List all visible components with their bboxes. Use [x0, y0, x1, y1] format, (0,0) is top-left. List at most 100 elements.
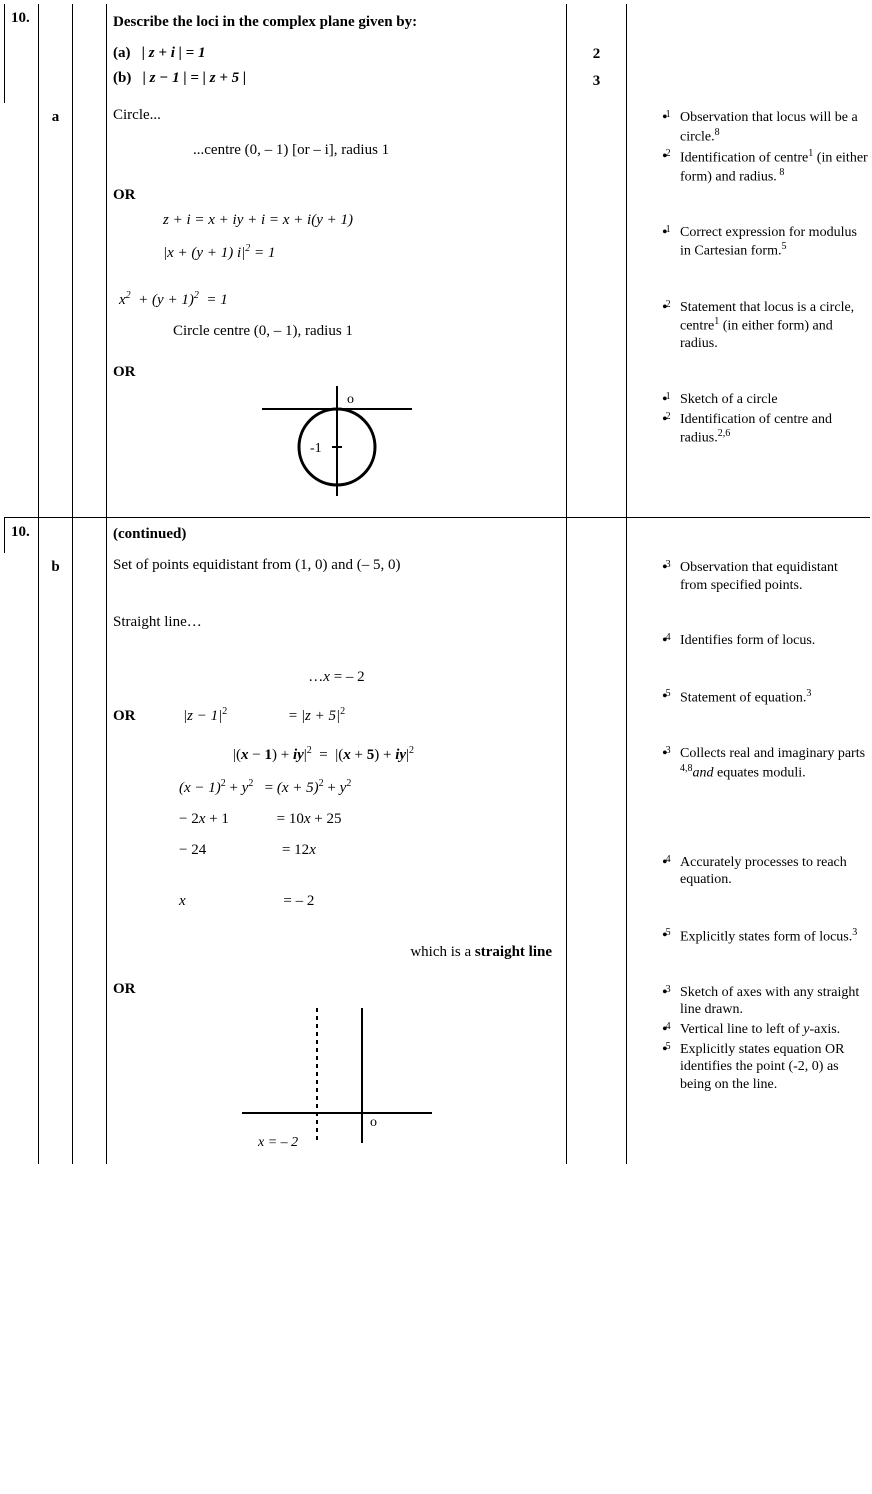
bullet-icon: 5	[662, 1041, 680, 1059]
bullet-icon: 2	[662, 299, 680, 317]
marking-note: 3Sketch of axes with any straight line d…	[662, 984, 868, 1019]
empty	[626, 103, 660, 517]
note-text: Correct expression for modulus in Cartes…	[680, 224, 868, 261]
marking-note: 1Sketch of a circle	[662, 391, 868, 409]
marking-note: 2Statement that locus is a circle, centr…	[662, 299, 868, 353]
note-text: Vertical line to left of y-axis.	[680, 1021, 868, 1039]
notes-a: 1Observation that locus will be a circle…	[660, 103, 870, 517]
notes-b: 3Observation that equidistant from speci…	[660, 553, 870, 1164]
part-a-eq: | z + i | = 1	[142, 45, 206, 61]
concl-bold: straight line	[475, 944, 552, 960]
empty	[626, 517, 660, 553]
concl-pre: which is a	[410, 944, 475, 960]
marking-grid: 10. Describe the loci in the complex pla…	[4, 4, 868, 1164]
empty	[566, 553, 626, 1164]
empty	[4, 103, 38, 517]
question-prompt: Describe the loci in the complex plane g…	[113, 8, 560, 31]
ans-b-line1: Set of points equidistant from (1, 0) an…	[113, 557, 560, 574]
part-a-marks: 2	[573, 46, 620, 63]
ans-a-alt1-3: x2 + (y + 1)2 = 1	[119, 290, 560, 309]
bullet-icon: 1	[662, 224, 680, 242]
marks-col: 2 3	[566, 4, 626, 103]
empty	[660, 517, 870, 553]
ans-b-conclusion: which is a straight line	[113, 944, 560, 961]
note-text: Observation that locus will be a circle.…	[680, 109, 868, 146]
note-text: Sketch of a circle	[680, 391, 868, 409]
ans-a-alt1-1: z + i = x + iy + i = x + i(y + 1)	[163, 212, 560, 229]
marking-note: 5Explicitly states form of locus.3	[662, 927, 868, 946]
marking-note: 5Explicitly states equation OR identifie…	[662, 1041, 868, 1094]
centre-label: -1	[310, 441, 322, 456]
empty	[626, 4, 660, 103]
part-b-marks: 3	[573, 73, 620, 90]
note-text: Observation that equidistant from specif…	[680, 559, 868, 594]
bullet-icon: 3	[662, 984, 680, 1002]
empty	[566, 103, 626, 517]
empty	[72, 553, 106, 1164]
marking-note: 2Identification of centre1 (in either fo…	[662, 148, 868, 186]
empty	[38, 517, 72, 553]
empty	[72, 103, 106, 517]
continued: (continued)	[106, 517, 566, 553]
note-text: Statement that locus is a circle, centre…	[680, 299, 868, 353]
bullet-icon: 4	[662, 632, 680, 650]
bullet-icon: 1	[662, 391, 680, 409]
origin-label: o	[347, 392, 354, 407]
empty	[72, 4, 106, 103]
part-a-label: (a)	[113, 45, 131, 61]
bullet-icon: 4	[662, 854, 680, 872]
ans-a-line2: ...centre (0, – 1) [or – i], radius 1	[193, 142, 560, 159]
line-sketch: o x = – 2	[222, 998, 452, 1148]
answer-b: Set of points equidistant from (1, 0) an…	[106, 553, 566, 1164]
note-text: Explicitly states equation OR identifies…	[680, 1041, 868, 1094]
note-text: Identification of centre and radius.2,6	[680, 411, 868, 448]
marking-note: 4Identifies form of locus.	[662, 632, 868, 650]
circle-sketch: o -1	[252, 381, 422, 501]
bullet-icon: 3	[662, 745, 680, 763]
marking-note: 1Correct expression for modulus in Carte…	[662, 224, 868, 261]
question-number-2: 10.	[4, 517, 38, 553]
bullet-icon: 5	[662, 927, 680, 945]
ans-a-alt1-2: |x + (y + 1) i|2 = 1	[163, 243, 560, 262]
bullet-icon: 2	[662, 411, 680, 429]
ans-a-line1: Circle...	[113, 107, 560, 124]
bullet-icon: 3	[662, 559, 680, 577]
svg-text:o: o	[370, 1115, 377, 1130]
answer-a: Circle... ...centre (0, – 1) [or – i], r…	[106, 103, 566, 517]
or-label-2: OR	[113, 364, 560, 381]
svg-text:x = – 2: x = – 2	[257, 1135, 298, 1148]
empty	[660, 4, 870, 103]
bullet-icon: 2	[662, 148, 680, 166]
question-body: Describe the loci in the complex plane g…	[106, 4, 566, 103]
bullet-icon: 5	[662, 688, 680, 706]
note-text: Sketch of axes with any straight line dr…	[680, 984, 868, 1019]
note-text: Collects real and imaginary parts 4,8and…	[680, 745, 868, 782]
marking-note: 5Statement of equation.3	[662, 688, 868, 707]
sub-b: b	[38, 553, 72, 1164]
note-text: Identification of centre1 (in either for…	[680, 148, 868, 186]
ans-b-line2: Straight line…	[113, 614, 560, 631]
part-b-label: (b)	[113, 70, 131, 86]
ans-a-alt1-4: Circle centre (0, – 1), radius 1	[173, 323, 560, 340]
ans-b-alt-line2: |(x − 1) + iy|2 = |(x + 5) + iy|2	[233, 745, 560, 764]
bullet-icon: 4	[662, 1021, 680, 1039]
bullet-icon: 1	[662, 109, 680, 127]
marking-note: 3Collects real and imaginary parts 4,8an…	[662, 745, 868, 782]
sub-a: a	[38, 103, 72, 517]
note-text: Statement of equation.3	[680, 688, 868, 707]
note-text: Explicitly states form of locus.3	[680, 927, 868, 946]
part-b-eq: | z − 1 | = | z + 5 |	[143, 70, 247, 86]
marking-note: 4Vertical line to left of y-axis.	[662, 1021, 868, 1039]
note-text: Identifies form of locus.	[680, 632, 868, 650]
empty	[626, 553, 660, 1164]
empty	[4, 553, 38, 1164]
empty	[72, 517, 106, 553]
or-label-4: OR	[113, 981, 560, 998]
marking-note: 3Observation that equidistant from speci…	[662, 559, 868, 594]
note-text: Accurately processes to reach equation.	[680, 854, 868, 889]
empty	[38, 4, 72, 103]
marking-note: 4Accurately processes to reach equation.	[662, 854, 868, 889]
empty	[566, 517, 626, 553]
question-number: 10.	[4, 4, 38, 103]
marking-note: 2Identification of centre and radius.2,6	[662, 411, 868, 448]
